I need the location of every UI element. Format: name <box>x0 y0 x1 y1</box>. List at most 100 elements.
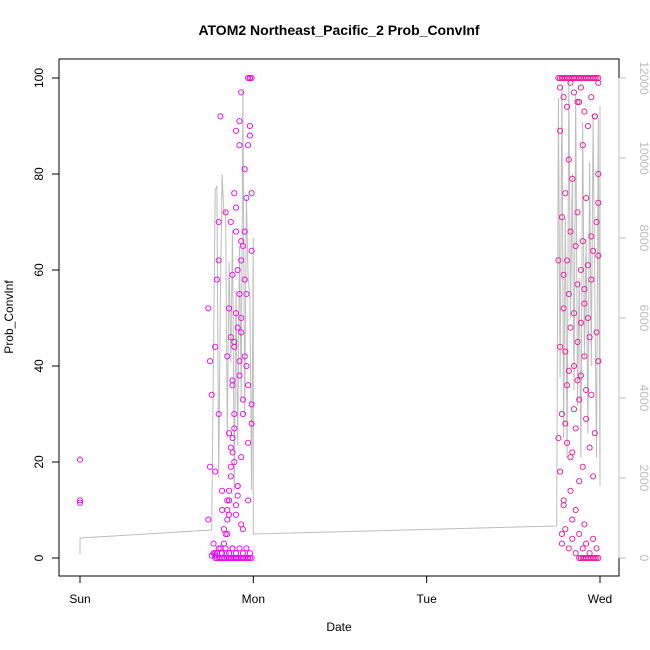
data-point <box>206 358 214 365</box>
data-point <box>583 540 590 547</box>
data-point <box>595 358 602 365</box>
data-point <box>232 204 240 211</box>
data-point <box>212 550 219 557</box>
data-point <box>572 506 579 514</box>
data-point <box>569 175 576 182</box>
data-point <box>572 425 579 432</box>
data-point <box>577 84 584 91</box>
data-point <box>593 218 600 226</box>
data-point <box>562 526 569 533</box>
data-point <box>232 502 240 509</box>
data-point <box>206 463 214 470</box>
x-tick-label: Sun <box>69 592 90 606</box>
data-point <box>581 286 588 293</box>
data-point <box>581 353 588 360</box>
data-point <box>234 482 241 490</box>
data-point <box>565 156 572 163</box>
data-point <box>232 550 240 557</box>
data-point <box>212 468 219 475</box>
data-point <box>555 434 562 442</box>
data-point <box>565 290 572 298</box>
data-point <box>577 319 584 326</box>
data-point <box>584 314 591 322</box>
data-point <box>595 79 602 86</box>
data-point <box>229 434 236 442</box>
data-point <box>588 94 595 101</box>
data-point <box>227 473 234 480</box>
data-point <box>576 478 583 485</box>
data-point <box>248 190 255 197</box>
data-point <box>581 300 588 307</box>
data-point <box>595 554 602 562</box>
data-point <box>227 218 234 226</box>
data-point <box>231 338 238 346</box>
data-point <box>227 334 234 341</box>
data-point <box>231 425 238 432</box>
data-point <box>579 463 586 470</box>
data-point <box>558 530 565 538</box>
data-point <box>564 103 571 110</box>
data-point <box>236 118 243 125</box>
data-point <box>574 377 581 384</box>
data-point <box>234 324 241 331</box>
plot-frame <box>58 58 620 577</box>
data-point <box>583 415 590 422</box>
data-point <box>226 497 233 504</box>
data-point <box>591 554 598 562</box>
data-point <box>581 521 588 528</box>
data-point <box>219 506 226 514</box>
data-point <box>248 401 255 408</box>
data-point <box>238 329 245 336</box>
data-point <box>595 170 602 178</box>
data-point <box>231 458 238 466</box>
data-point <box>222 209 229 216</box>
data-point <box>229 377 236 384</box>
data-point <box>569 535 576 542</box>
data-point <box>593 329 600 336</box>
data-point <box>557 127 564 134</box>
data-point <box>574 338 581 346</box>
plot-area <box>58 58 620 577</box>
data-point <box>229 545 236 552</box>
x-tick-label: Mon <box>242 592 265 606</box>
data-point <box>593 545 600 552</box>
data-point <box>574 281 581 288</box>
data-point <box>583 194 590 202</box>
data-point <box>231 190 238 197</box>
data-point <box>215 545 222 552</box>
data-point <box>222 545 229 552</box>
data-point <box>591 430 598 437</box>
data-point <box>243 545 250 552</box>
data-point <box>212 343 219 350</box>
data-point <box>570 406 578 413</box>
data-point <box>245 497 252 504</box>
data-point <box>232 127 240 134</box>
data-point <box>564 257 571 264</box>
y-tick-label: 100 <box>32 68 46 88</box>
data-point <box>574 209 581 216</box>
data-point <box>243 194 250 202</box>
data-point <box>579 142 586 149</box>
data-point <box>590 473 597 480</box>
data-point <box>210 540 217 547</box>
data-point <box>558 540 565 547</box>
data-point <box>238 454 245 461</box>
y-tick-label: 20 <box>32 455 46 469</box>
data-point <box>205 516 212 523</box>
data-point <box>584 122 591 130</box>
data-point <box>224 516 231 523</box>
data-point <box>239 526 246 533</box>
data-point <box>234 266 241 274</box>
data-point <box>205 305 212 312</box>
data-point <box>236 142 243 149</box>
y-tick-label: 80 <box>32 167 46 181</box>
data-point <box>238 314 245 322</box>
data-point <box>243 290 250 298</box>
data-point <box>245 142 252 149</box>
y-axis-label: Prob_ConvInf <box>2 280 16 354</box>
y2-tick-label: 2000 <box>637 465 650 492</box>
data-point <box>572 242 579 250</box>
data-point <box>224 530 231 538</box>
data-point <box>215 257 222 264</box>
data-point <box>248 74 255 82</box>
